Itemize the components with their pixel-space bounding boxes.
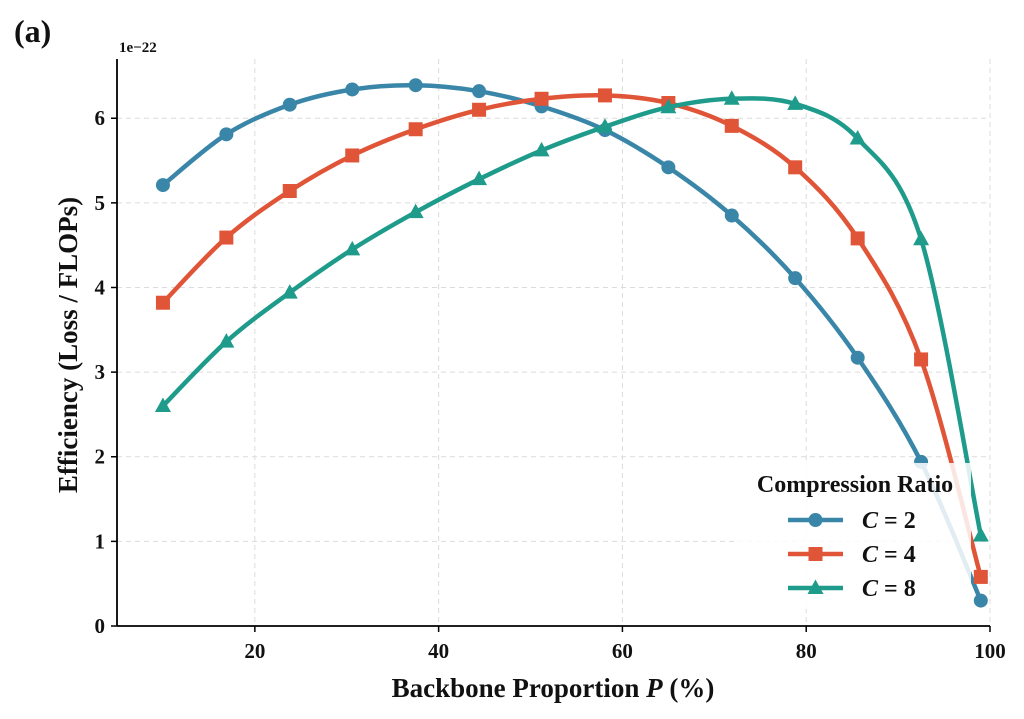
y-tick-label: 2 bbox=[95, 445, 106, 469]
legend-label-variable: C bbox=[862, 576, 879, 602]
data-point bbox=[282, 97, 297, 112]
data-point bbox=[973, 593, 988, 608]
data-point bbox=[723, 90, 740, 105]
axis-ticks: 20 40 60 80 100 0 1 2 3 4 5 6 bbox=[95, 106, 1006, 663]
data-point bbox=[282, 184, 297, 199]
panel-label: (a) bbox=[14, 13, 51, 49]
data-point bbox=[596, 118, 613, 133]
data-point bbox=[724, 208, 739, 223]
legend-marker bbox=[808, 513, 823, 527]
data-point bbox=[219, 230, 234, 245]
data-point bbox=[472, 84, 487, 99]
legend-label-value: = 8 bbox=[878, 576, 916, 602]
data-point bbox=[408, 78, 423, 93]
y-tick-label: 5 bbox=[95, 191, 106, 215]
data-point bbox=[281, 284, 298, 299]
x-tick-label: 40 bbox=[428, 639, 449, 663]
data-point bbox=[787, 95, 804, 110]
data-point bbox=[913, 230, 930, 246]
legend-entry: C = 8 bbox=[788, 576, 916, 602]
data-point bbox=[219, 127, 234, 142]
legend-label: C = 8 bbox=[862, 576, 916, 602]
y-tick-label: 0 bbox=[95, 614, 106, 638]
series-triangle bbox=[154, 90, 989, 542]
data-point bbox=[597, 88, 612, 103]
data-point bbox=[972, 526, 989, 542]
data-point bbox=[155, 178, 170, 193]
data-point bbox=[724, 118, 739, 133]
y-tick-label: 3 bbox=[95, 360, 106, 384]
data-series bbox=[154, 78, 989, 608]
data-point bbox=[660, 98, 677, 114]
legend-entry: C = 2 bbox=[788, 508, 916, 534]
data-point bbox=[534, 91, 549, 106]
x-axis-label: Backbone Proportion P (%) bbox=[392, 673, 715, 703]
legend-label-variable: C bbox=[862, 508, 879, 534]
x-tick-label: 100 bbox=[974, 639, 1006, 663]
legend-marker bbox=[808, 547, 823, 561]
x-axis-label-suffix: (%) bbox=[663, 673, 715, 703]
x-tick-label: 60 bbox=[612, 639, 633, 663]
legend-label: C = 2 bbox=[862, 508, 916, 534]
data-point bbox=[850, 231, 865, 246]
data-point bbox=[154, 397, 171, 412]
legend-entry: C = 4 bbox=[788, 542, 916, 568]
data-point bbox=[155, 295, 170, 310]
legend-label-value: = 2 bbox=[878, 508, 916, 534]
axes bbox=[116, 59, 990, 627]
data-point bbox=[471, 170, 488, 186]
legend-label-variable: C bbox=[862, 542, 879, 568]
data-point bbox=[408, 122, 423, 137]
legend-label-value: = 4 bbox=[878, 542, 916, 568]
data-point bbox=[345, 82, 360, 97]
data-point bbox=[472, 102, 487, 117]
data-point bbox=[533, 141, 550, 157]
data-point bbox=[850, 350, 865, 365]
legend-title: Compression Ratio bbox=[757, 472, 953, 498]
data-point bbox=[788, 271, 803, 286]
data-point bbox=[345, 148, 360, 163]
y-tick-label: 6 bbox=[95, 106, 106, 130]
x-tick-label: 80 bbox=[796, 639, 817, 663]
legend-background bbox=[735, 463, 971, 609]
y-exponent-label: 1e−22 bbox=[119, 40, 157, 56]
data-point bbox=[218, 333, 235, 348]
data-point bbox=[407, 203, 424, 219]
x-axis-label-prefix: Backbone Proportion bbox=[392, 673, 647, 703]
data-point bbox=[973, 569, 988, 584]
legend-label: C = 4 bbox=[862, 542, 916, 568]
data-point bbox=[788, 160, 803, 175]
x-tick-label: 20 bbox=[244, 639, 265, 663]
x-axis-label-variable: P bbox=[645, 673, 663, 703]
y-tick-label: 4 bbox=[95, 275, 106, 299]
data-point bbox=[849, 130, 866, 145]
y-axis-label: Efficiency (Loss / FLOPs) bbox=[53, 197, 83, 493]
legend: Compression Ratio C = 2C = 4C = 8 bbox=[735, 463, 971, 609]
data-point bbox=[661, 160, 676, 175]
legend-entries: C = 2C = 4C = 8 bbox=[788, 508, 916, 602]
data-point bbox=[344, 240, 361, 256]
y-tick-label: 1 bbox=[95, 529, 106, 553]
data-point bbox=[914, 352, 929, 367]
legend-marker bbox=[807, 579, 824, 594]
